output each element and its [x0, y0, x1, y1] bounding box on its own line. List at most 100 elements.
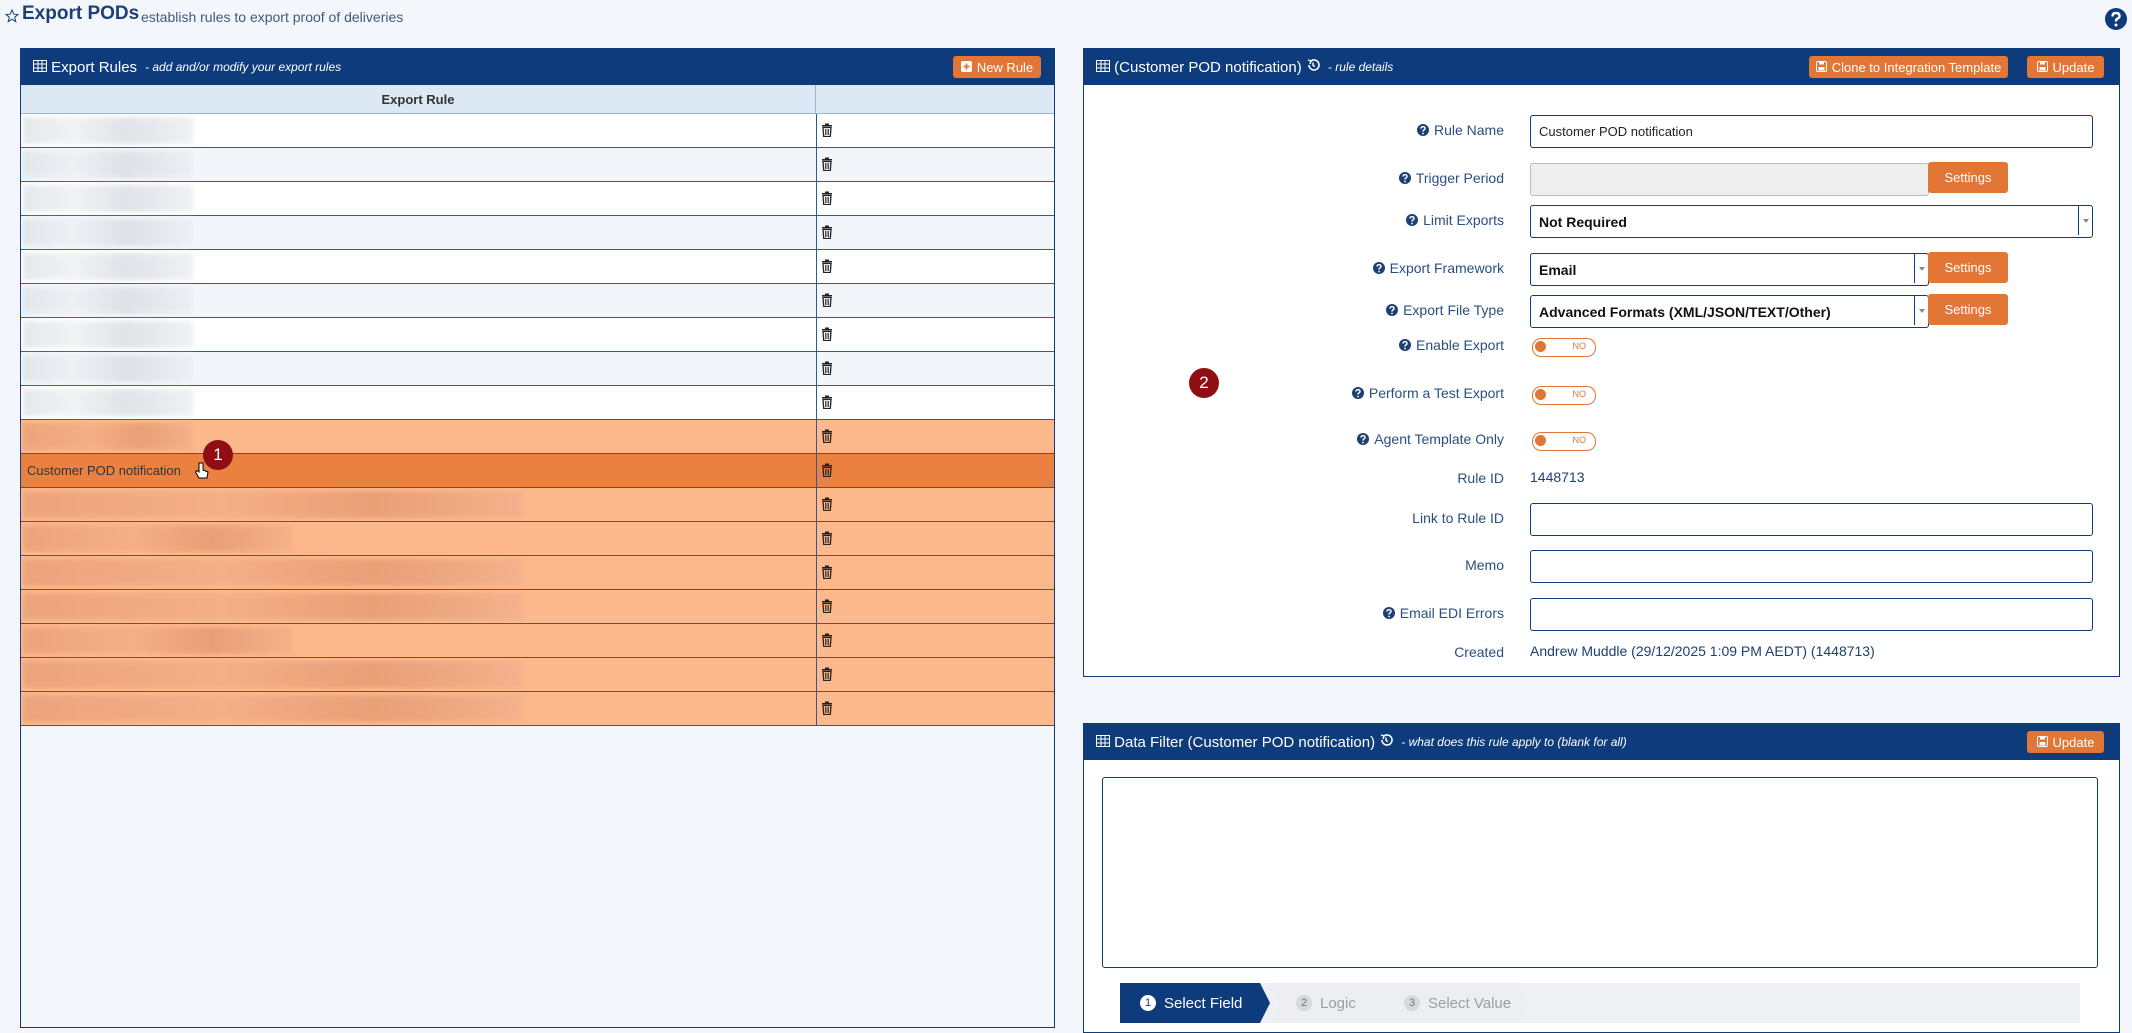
- field-label: Email EDI Errors: [1284, 598, 1504, 628]
- delete-cell[interactable]: [821, 293, 835, 308]
- update-button[interactable]: Update: [2027, 731, 2104, 753]
- wizard-step[interactable]: 1 Select Field: [1120, 983, 1270, 1023]
- table-row[interactable]: [21, 284, 1054, 318]
- label-text: Enable Export: [1416, 337, 1504, 353]
- table-row[interactable]: [21, 590, 1054, 624]
- table-row[interactable]: [21, 114, 1054, 148]
- settings-button[interactable]: Settings: [1928, 162, 2008, 193]
- table-row[interactable]: [21, 352, 1054, 386]
- redacted-text: [23, 151, 193, 178]
- field-input[interactable]: [1530, 550, 2093, 583]
- panel-title: Data Filter (Customer POD notification): [1114, 733, 1376, 751]
- table-row[interactable]: [21, 658, 1054, 692]
- redacted-text: [23, 491, 523, 518]
- delete-cell[interactable]: [821, 327, 835, 342]
- field-label: Export File Type: [1284, 295, 1504, 325]
- table-row[interactable]: [21, 182, 1054, 216]
- trash-icon: [822, 395, 832, 410]
- settings-button[interactable]: Settings: [1928, 294, 2008, 325]
- delete-cell[interactable]: [821, 395, 835, 410]
- update-button[interactable]: Update: [2027, 56, 2104, 78]
- settings-button[interactable]: Settings: [1928, 252, 2008, 283]
- table-row[interactable]: [21, 148, 1054, 182]
- clone-button[interactable]: Clone to Integration Template: [1809, 56, 2008, 78]
- redacted-text: [23, 695, 523, 722]
- wizard-step[interactable]: 3 Select Value: [1378, 983, 1528, 1023]
- delete-cell[interactable]: [821, 191, 835, 206]
- delete-cell[interactable]: [821, 599, 835, 614]
- field-input[interactable]: Customer POD notification: [1530, 115, 2093, 148]
- table-row[interactable]: [21, 556, 1054, 590]
- field-label: Rule ID: [1284, 463, 1504, 493]
- rule-cell: [21, 386, 817, 419]
- button-label: Clone to Integration Template: [1831, 59, 2002, 75]
- rule-cell: [21, 624, 817, 657]
- redacted-text: [23, 423, 193, 450]
- table-row[interactable]: [21, 522, 1054, 556]
- delete-cell[interactable]: [821, 463, 835, 478]
- redacted-text: [23, 525, 293, 552]
- table-row[interactable]: [21, 216, 1054, 250]
- delete-cell[interactable]: [821, 429, 835, 444]
- caret: [1918, 308, 1925, 313]
- table-row[interactable]: [21, 624, 1054, 658]
- field-input[interactable]: [1530, 503, 2093, 536]
- wizard-step[interactable]: 2 Logic: [1270, 983, 1398, 1023]
- help-button[interactable]: [2104, 7, 2128, 31]
- field-input[interactable]: Email: [1530, 253, 1929, 286]
- field-input[interactable]: Advanced Formats (XML/JSON/TEXT/Other): [1530, 295, 1929, 328]
- table-row[interactable]: [21, 488, 1054, 522]
- trash-icon: [822, 531, 832, 546]
- delete-cell[interactable]: [821, 157, 835, 172]
- delete-cell[interactable]: [821, 531, 835, 546]
- rules-panel: Export Rules - add and/or modify your exp…: [20, 48, 1055, 1028]
- table-row[interactable]: [21, 250, 1054, 284]
- delete-cell[interactable]: [821, 361, 835, 376]
- page-subtitle: establish rules to export proof of deliv…: [141, 9, 404, 25]
- table-row[interactable]: [21, 318, 1054, 352]
- delete-cell[interactable]: [821, 667, 835, 682]
- new-rule-button[interactable]: New Rule: [953, 56, 1041, 78]
- table-row[interactable]: [21, 420, 1054, 454]
- label-text: Rule Name: [1433, 122, 1504, 138]
- table-row[interactable]: [21, 386, 1054, 420]
- field-input[interactable]: [1530, 163, 1929, 196]
- table-row[interactable]: Customer POD notification: [21, 454, 1054, 488]
- mouse-cursor: [194, 462, 209, 479]
- button-label: New Rule: [976, 59, 1034, 75]
- delete-cell[interactable]: [821, 225, 835, 240]
- field-value: Andrew Muddle (29/12/2025 1:09 PM AEDT) …: [1530, 643, 1875, 659]
- help-icon: [1416, 124, 1429, 136]
- delete-cell[interactable]: [821, 497, 835, 512]
- grid-icon: [1096, 59, 1110, 72]
- field-input[interactable]: [1530, 598, 2093, 631]
- redacted-text: [23, 389, 193, 416]
- rule-cell: [21, 692, 817, 725]
- toggle-text: NO: [1572, 389, 1587, 399]
- trash-icon: [822, 667, 832, 682]
- grid-icon: [33, 59, 47, 72]
- field-value: 1448713: [1530, 469, 1585, 485]
- delete-cell[interactable]: [821, 701, 835, 716]
- toggle-switch[interactable]: NO: [1532, 338, 1596, 357]
- delete-cell[interactable]: [821, 123, 835, 138]
- field-input[interactable]: Not Required: [1530, 205, 2093, 238]
- redacted-text: [23, 559, 523, 586]
- star-icon[interactable]: [5, 9, 19, 23]
- delete-cell[interactable]: [821, 565, 835, 580]
- toggle-switch[interactable]: NO: [1532, 386, 1596, 405]
- delete-cell[interactable]: [821, 633, 835, 648]
- field-label: Link to Rule ID: [1284, 503, 1504, 533]
- dropdown-arrow: [1914, 254, 1928, 283]
- panel-header: Data Filter (Customer POD notification) …: [1084, 724, 2119, 760]
- save-icon: [2036, 60, 2048, 72]
- delete-cell[interactable]: [821, 259, 835, 274]
- toggle-switch[interactable]: NO: [1532, 432, 1596, 451]
- rule-cell: [21, 590, 817, 623]
- filter-textarea[interactable]: [1102, 777, 2098, 968]
- redacted-text: [23, 321, 193, 348]
- rule-cell: [21, 182, 817, 215]
- help-icon: [1351, 387, 1364, 399]
- table-row[interactable]: [21, 692, 1054, 726]
- step-label: Select Field: [1164, 994, 1243, 1012]
